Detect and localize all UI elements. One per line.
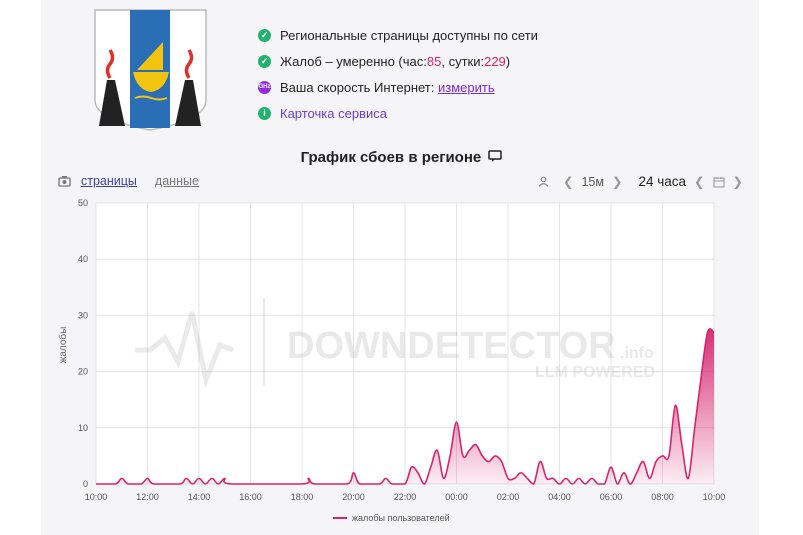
speed-prefix: Ваша скорость Интернет: (280, 79, 435, 95)
status-block: ✓ Региональные страницы доступны по сети… (258, 22, 538, 126)
chart-tabs: страницы данные (58, 174, 199, 188)
chart-controls: ❮ 15м ❯ 24 часа ❮ ❯ (538, 174, 743, 189)
chart-title: График сбоев в регионе (0, 149, 803, 166)
service-card-link[interactable]: Карточка сервиса (280, 105, 387, 121)
status-row-service-card: i Карточка сервиса (258, 100, 538, 126)
complaints-suffix: ) (505, 53, 511, 69)
measure-speed-link[interactable]: измерить (438, 79, 495, 95)
chevron-right-icon[interactable]: ❯ (611, 175, 623, 189)
check-circle-icon: ✓ (258, 54, 271, 68)
status-row-speed: GHz Ваша скорость Интернет: измерить (258, 74, 538, 100)
period-chevron-left-icon[interactable]: ❮ (694, 175, 705, 189)
tab-pages[interactable]: страницы (81, 174, 137, 188)
complaints-day-value: 229 (484, 53, 506, 69)
check-circle-icon: ✓ (258, 28, 271, 42)
coat-of-arms-emblem (94, 9, 207, 131)
tab-data[interactable]: данные (154, 174, 199, 188)
info-icon: i (258, 106, 271, 120)
speed-icon: GHz (258, 80, 271, 94)
period-value[interactable]: 24 часа (638, 174, 687, 189)
status-row-complaints: ✓ Жалоб – умеренно (час: 85, сутки: 229) (258, 48, 538, 74)
period-chevron-right-icon[interactable]: ❯ (732, 175, 744, 189)
camera-icon[interactable] (58, 175, 71, 187)
interval-selector[interactable]: 15м (581, 174, 604, 189)
calendar-icon[interactable] (712, 176, 725, 188)
user-icon[interactable] (538, 176, 549, 187)
chevron-left-icon[interactable]: ❮ (563, 175, 574, 189)
chart-title-text: График сбоев в регионе (300, 149, 482, 166)
complaints-prefix: Жалоб – умеренно (час: (280, 53, 427, 69)
availability-text: Региональные страницы доступны по сети (280, 27, 538, 43)
complaints-hour-value: 85 (426, 53, 442, 69)
comment-icon[interactable] (488, 150, 503, 163)
complaints-mid: , сутки: (441, 53, 485, 69)
status-row-availability: ✓ Региональные страницы доступны по сети (258, 22, 538, 48)
